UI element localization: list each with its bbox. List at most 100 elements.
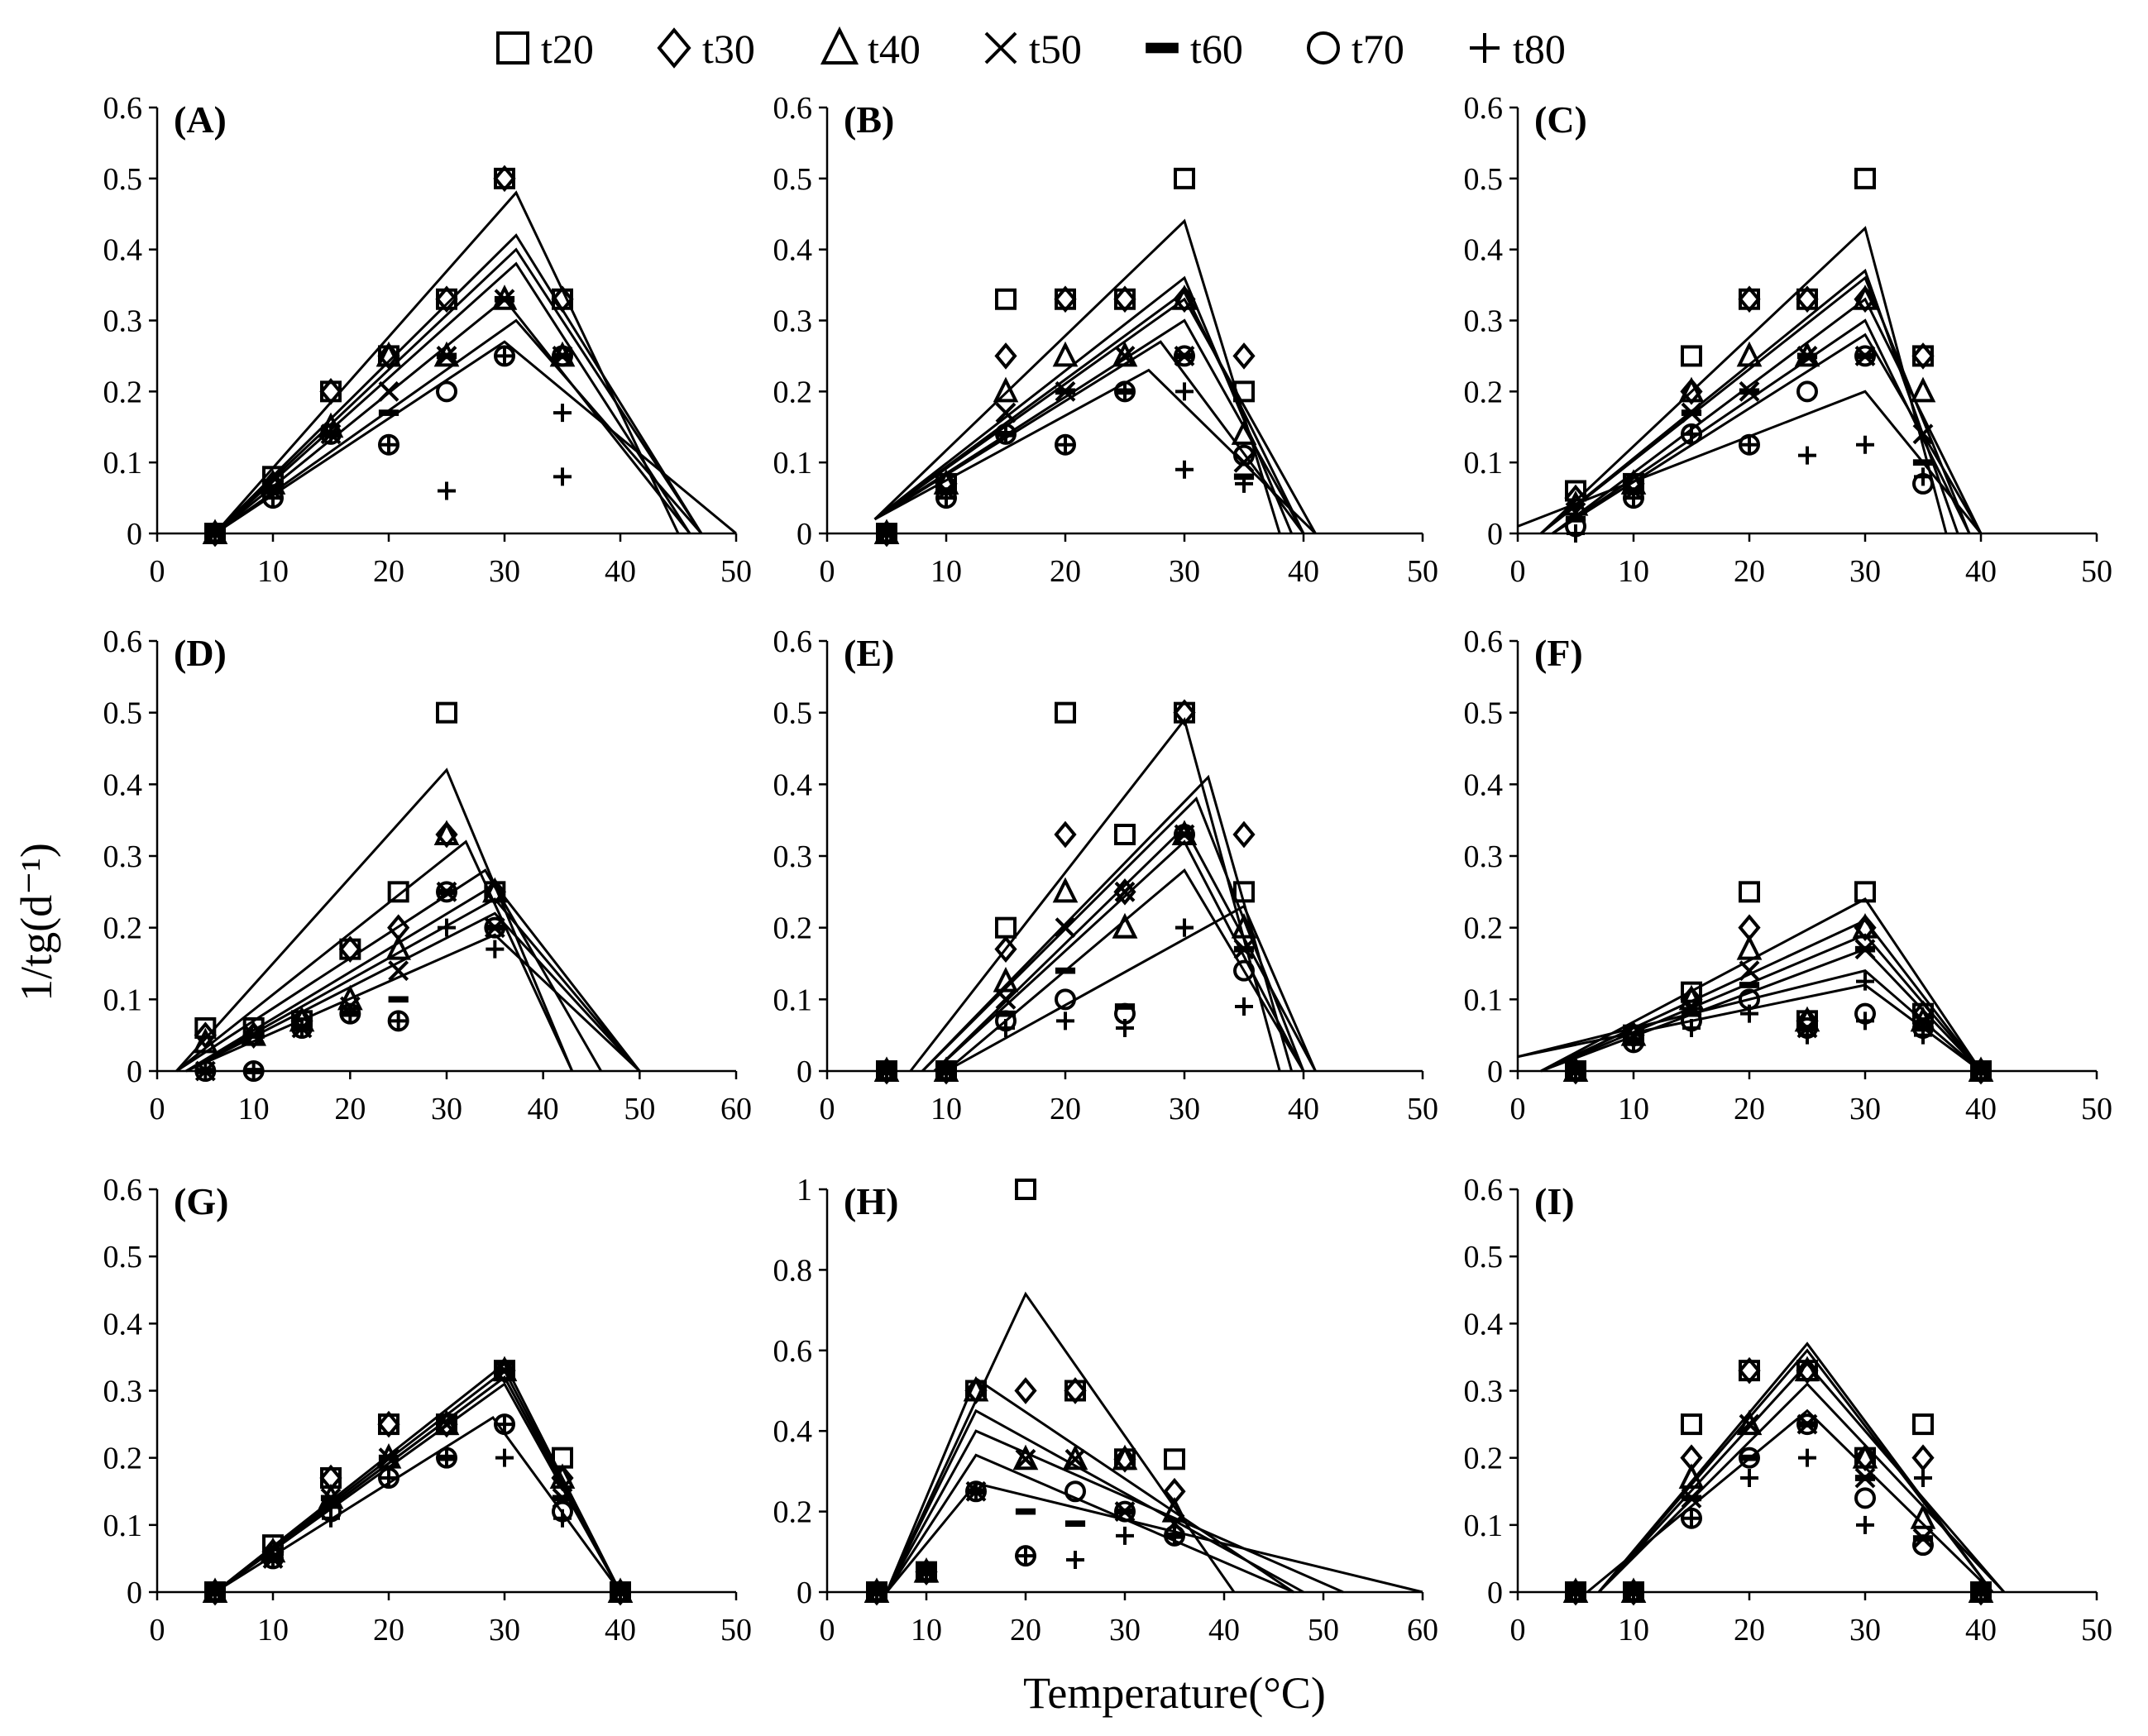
y-tick-label: 0.5 bbox=[1464, 696, 1504, 731]
t80-point bbox=[1682, 424, 1701, 443]
t30-point bbox=[1911, 342, 1935, 370]
t70-point bbox=[1854, 1487, 1876, 1509]
t60-point bbox=[1681, 1010, 1702, 1017]
t30-point bbox=[964, 1377, 988, 1404]
panel-label: (D) bbox=[174, 632, 227, 674]
y-tick-label: 0.6 bbox=[773, 1334, 813, 1369]
y-tick-label: 0.6 bbox=[103, 624, 143, 659]
t70-point bbox=[1114, 1500, 1136, 1523]
t20-point bbox=[1233, 881, 1255, 903]
t80-point bbox=[1740, 1004, 1758, 1023]
legend-label: t60 bbox=[1190, 26, 1243, 72]
fit-line bbox=[214, 340, 737, 535]
y-tick-label: 0.1 bbox=[1464, 1509, 1504, 1543]
t80-point bbox=[389, 1011, 408, 1031]
legend-item-t80: t80 bbox=[1470, 26, 1566, 72]
x-tick-label: 0 bbox=[820, 1613, 835, 1648]
x-tick-label: 30 bbox=[1169, 1092, 1200, 1126]
y-tick-label: 0.2 bbox=[103, 1442, 143, 1476]
x-tick-label: 20 bbox=[373, 1613, 404, 1648]
t20-point bbox=[1854, 167, 1876, 189]
panel-label: (F) bbox=[1534, 632, 1583, 674]
t50-point bbox=[1739, 1413, 1760, 1435]
t30-point bbox=[203, 1578, 227, 1606]
legend-label: t80 bbox=[1513, 26, 1566, 72]
panel-label: (C) bbox=[1534, 98, 1587, 141]
t50-point bbox=[1233, 452, 1255, 473]
t60-point bbox=[436, 888, 457, 896]
x-tick-label: 10 bbox=[930, 1092, 962, 1126]
fit-line bbox=[175, 868, 602, 1073]
x-tick-label: 10 bbox=[257, 1613, 289, 1648]
t30-point bbox=[915, 1558, 938, 1585]
t40-legend-marker bbox=[820, 26, 859, 65]
t70-point bbox=[436, 881, 457, 903]
fit-line bbox=[213, 190, 680, 534]
t80-point bbox=[878, 524, 896, 543]
t80-point bbox=[322, 424, 340, 443]
t30-point bbox=[194, 1021, 217, 1049]
t80-point bbox=[937, 1062, 955, 1080]
t30-point bbox=[1622, 1578, 1645, 1606]
x-tick-label: 20 bbox=[1050, 1092, 1081, 1126]
t40-point bbox=[1012, 1444, 1039, 1471]
x-tick-label: 10 bbox=[930, 554, 962, 589]
x-tick-label: 0 bbox=[150, 554, 165, 589]
t20-point bbox=[194, 1017, 217, 1039]
y-tick-label: 0.2 bbox=[773, 1495, 813, 1530]
legend-item-t20: t20 bbox=[496, 26, 594, 72]
x-tick-label: 50 bbox=[1308, 1613, 1339, 1648]
y-tick-label: 0 bbox=[127, 1055, 142, 1089]
fit-line bbox=[885, 1453, 1294, 1594]
x-tick-label: 40 bbox=[1288, 554, 1319, 589]
t80-point bbox=[1624, 1033, 1643, 1052]
fit-line bbox=[1540, 275, 1971, 535]
t30-point bbox=[377, 1410, 400, 1438]
t20-point bbox=[1064, 1380, 1086, 1402]
t20-point bbox=[1233, 380, 1255, 403]
fit-line bbox=[945, 904, 1317, 1073]
y-tick-label: 0.2 bbox=[1464, 911, 1504, 946]
t80-point bbox=[553, 467, 572, 486]
legend-item-t40: t40 bbox=[820, 26, 921, 72]
y-tick-label: 0.4 bbox=[103, 1307, 143, 1341]
x-axis-title: Temperature(°C) bbox=[1023, 1668, 1326, 1718]
t80-point bbox=[1914, 1469, 1932, 1488]
panel-label: (G) bbox=[174, 1180, 228, 1222]
x-tick-label: 0 bbox=[1510, 1613, 1526, 1648]
x-tick-label: 40 bbox=[1965, 1092, 1997, 1126]
fit-line bbox=[885, 1376, 1294, 1594]
fit-line bbox=[873, 289, 1305, 534]
y-tick-label: 0.3 bbox=[103, 839, 143, 874]
x-tick-label: 20 bbox=[1010, 1613, 1041, 1648]
t80-point bbox=[553, 1509, 572, 1528]
t50-point bbox=[1912, 423, 1934, 445]
x-tick-label: 40 bbox=[605, 1613, 636, 1648]
t40-point bbox=[1052, 341, 1079, 367]
t60-point bbox=[1912, 459, 1934, 466]
fit-line bbox=[1540, 919, 1983, 1073]
extra-point bbox=[1112, 912, 1138, 939]
t50-point bbox=[1114, 346, 1136, 366]
t40-point bbox=[385, 934, 412, 960]
y-tick-label: 0.6 bbox=[1464, 624, 1504, 659]
t80-point bbox=[1567, 1583, 1585, 1601]
t80-point bbox=[1856, 435, 1874, 454]
t40-point bbox=[993, 966, 1019, 992]
t80-point bbox=[1856, 1011, 1874, 1031]
x-tick-label: 20 bbox=[1734, 1092, 1765, 1126]
y-tick-label: 0.1 bbox=[103, 983, 143, 1017]
t40-point bbox=[1678, 1463, 1705, 1490]
fit-line bbox=[1517, 390, 1983, 534]
t70-point bbox=[1912, 1534, 1934, 1557]
t30-point bbox=[1014, 1377, 1037, 1404]
t80-point bbox=[967, 1482, 985, 1501]
t50-point bbox=[388, 960, 409, 982]
t70-point bbox=[1739, 1447, 1760, 1469]
t30-point bbox=[1054, 820, 1077, 849]
t40-point bbox=[1231, 912, 1257, 939]
t20-point bbox=[1174, 167, 1195, 189]
legend-label: t50 bbox=[1029, 26, 1082, 72]
t40-point bbox=[1794, 1356, 1820, 1382]
t20-point bbox=[339, 938, 361, 960]
